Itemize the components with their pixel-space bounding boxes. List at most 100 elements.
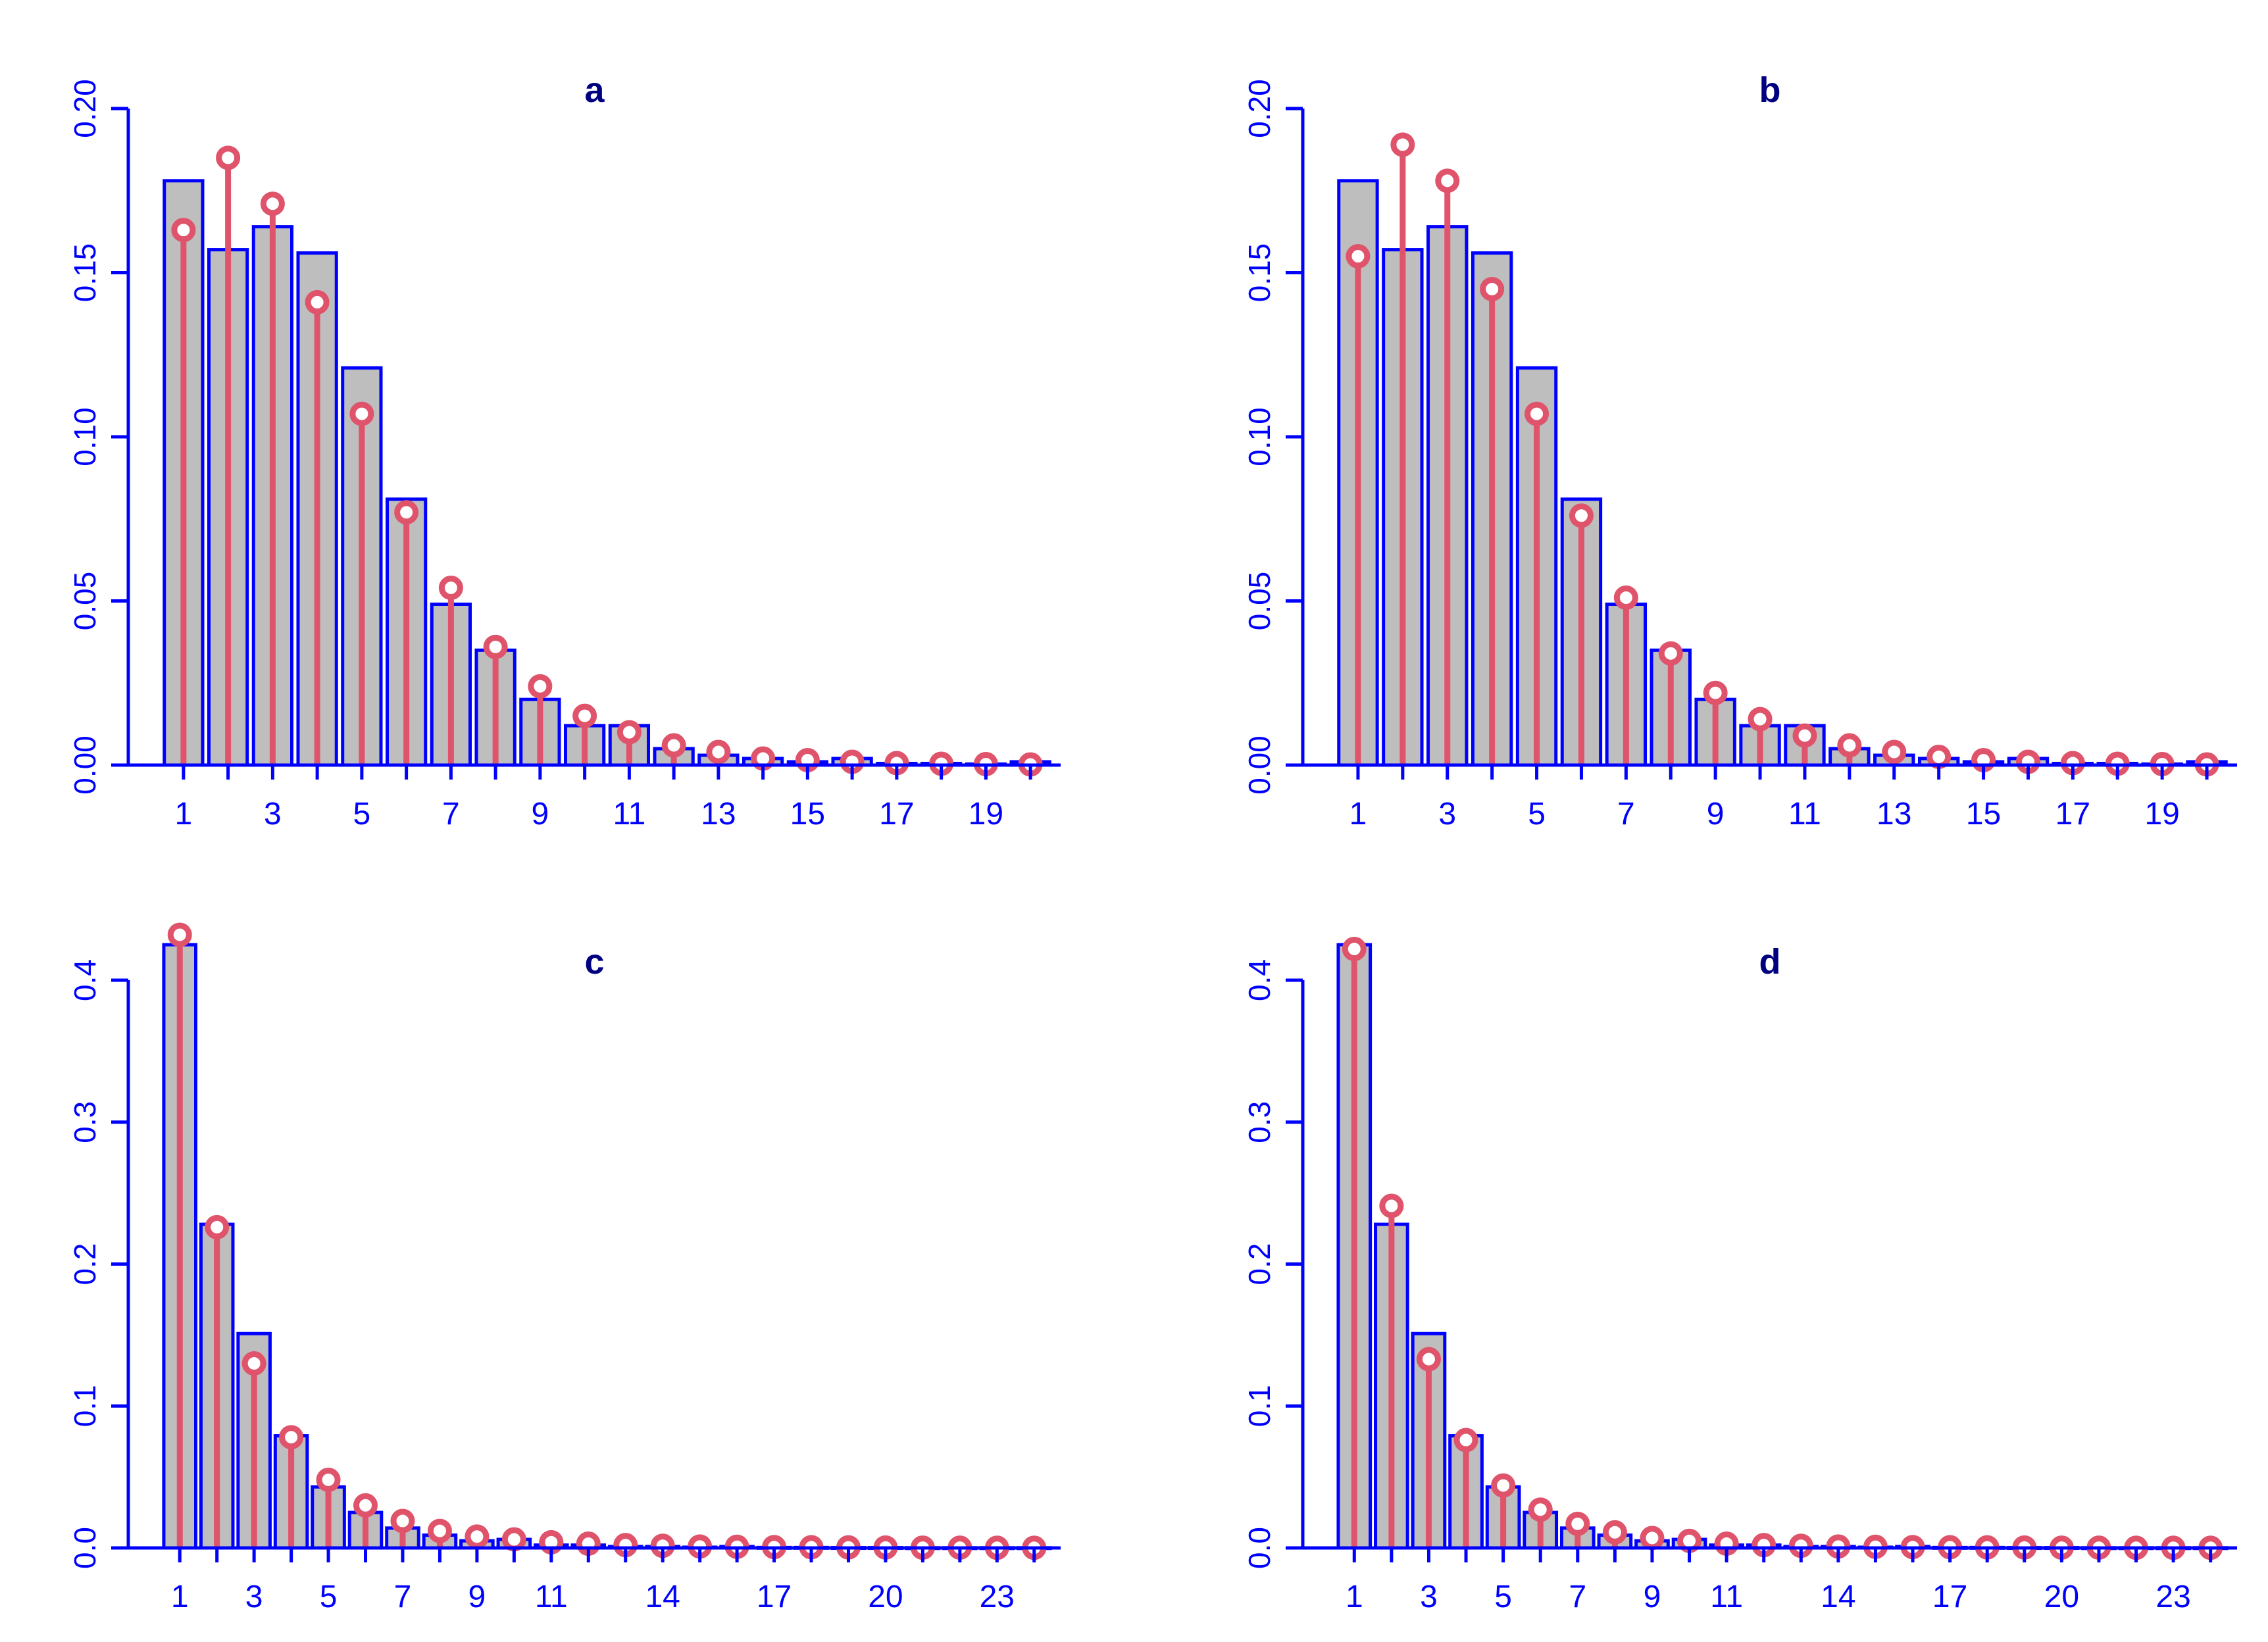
y-tick-label: 0.10 [68, 407, 102, 466]
stem-point [1837, 733, 1862, 758]
x-tick-label: 15 [1966, 797, 2001, 832]
x-tick-label: 3 [1420, 1580, 1438, 1614]
stem-point [279, 1425, 304, 1450]
panel-title: a [584, 70, 605, 110]
stem-point [617, 720, 642, 745]
panel-b: b0.000.050.100.150.201 3 5 7 9 11 13 15 17 19 [1242, 70, 2237, 832]
stem-point [528, 674, 553, 699]
x-tick-label: 11 [613, 797, 645, 832]
x-tick-label: 11 [1710, 1580, 1743, 1614]
x-tick-label: 17 [1932, 1580, 1967, 1614]
y-tick-label: 0.20 [68, 79, 102, 138]
x-tick-label: 14 [1821, 1580, 1855, 1614]
panel-d: d 0.0 0.1 0.2 0.3 0.4 1 3 5 7 9 11 14 17 20 23 [1242, 937, 2237, 1614]
y-tick-label: 0.1 [1242, 1385, 1276, 1427]
x-tick-label: 13 [701, 797, 736, 832]
y-tick-label: 0.2 [1242, 1243, 1276, 1285]
stem-point [394, 500, 419, 525]
x-tick-label: 13 [1877, 797, 1911, 832]
y-tick-label: 0.3 [68, 1101, 102, 1143]
stem-point [1602, 1520, 1627, 1545]
x-tick-label: 15 [790, 797, 825, 832]
stem-point [1525, 401, 1550, 426]
stem-point [167, 922, 192, 947]
stem-point [1528, 1497, 1553, 1522]
x-tick-label: 5 [353, 797, 371, 832]
stem-point [216, 145, 241, 170]
x-tick-label: 5 [1494, 1580, 1512, 1614]
stem-point [1569, 503, 1594, 528]
y-tick-label: 0.0 [68, 1527, 102, 1569]
x-tick-label: 19 [2144, 797, 2179, 832]
x-tick-label: 1 [175, 797, 193, 832]
x-tick-label: 7 [442, 797, 460, 832]
stem-point [1748, 707, 1773, 732]
y-tick-label: 0.10 [1242, 407, 1276, 466]
stem-point [1882, 739, 1907, 764]
y-tick-label: 0.4 [1242, 959, 1276, 1001]
x-tick-label: 19 [969, 797, 1003, 832]
stem-point [1435, 168, 1460, 193]
stem-point [205, 1214, 230, 1239]
stem-point [483, 634, 508, 659]
x-tick-label: 9 [1644, 1580, 1661, 1614]
y-tick-label: 0.00 [68, 735, 102, 795]
x-tick-label: 7 [394, 1580, 412, 1614]
stem-point [427, 1518, 452, 1543]
x-tick-label: 17 [757, 1580, 792, 1614]
x-tick-label: 1 [1346, 1580, 1363, 1614]
stem-point [465, 1524, 490, 1549]
stem-point [572, 703, 597, 728]
x-tick-label: 17 [879, 797, 914, 832]
stem-point [1927, 745, 1952, 770]
panel-title: c [584, 942, 604, 982]
x-tick-label: 5 [1528, 797, 1546, 832]
x-tick-label: 23 [2155, 1580, 2190, 1614]
stem-point [1613, 585, 1638, 610]
y-tick-label: 0.20 [1242, 79, 1276, 138]
stem-point [1480, 276, 1505, 301]
stem-point [1658, 641, 1683, 666]
stem-point [305, 289, 330, 314]
stem-point [438, 576, 463, 601]
stem-point [706, 739, 731, 764]
x-tick-label: 17 [2055, 797, 2090, 832]
y-tick-label: 0.00 [1242, 735, 1276, 795]
x-tick-label: 9 [468, 1580, 486, 1614]
x-tick-label: 7 [1569, 1580, 1586, 1614]
stem-point [353, 1493, 378, 1518]
x-tick-label: 3 [245, 1580, 263, 1614]
stem-point [501, 1527, 526, 1552]
x-tick-label: 1 [1349, 797, 1367, 832]
panel-c: c 0.0 0.1 0.2 0.3 0.4 1 3 5 7 9 11 14 17 20 23 [68, 922, 1061, 1614]
x-tick-label: 3 [264, 797, 282, 832]
stem-point [260, 191, 285, 216]
panel-a: a0.000.050.100.150.201 3 5 7 9 11 13 15 17 19 [68, 70, 1061, 832]
x-tick-label: 3 [1438, 797, 1456, 832]
stem-point [1342, 937, 1367, 962]
stem-point [1346, 244, 1371, 269]
y-tick-label: 0.3 [1242, 1101, 1276, 1143]
x-tick-label: 11 [1788, 797, 1821, 832]
x-tick-label: 20 [868, 1580, 903, 1614]
stem-point [661, 733, 686, 758]
stem-point [390, 1508, 415, 1533]
x-tick-label: 14 [645, 1580, 680, 1614]
stem-point [349, 401, 374, 426]
y-tick-label: 0.1 [68, 1385, 102, 1427]
panel-title: b [1759, 70, 1781, 110]
x-tick-label: 20 [2044, 1580, 2079, 1614]
stem-point [1565, 1511, 1590, 1536]
y-tick-label: 0.05 [68, 572, 102, 631]
x-tick-label: 7 [1617, 797, 1635, 832]
y-tick-label: 0.15 [1242, 243, 1276, 303]
stem-point [241, 1351, 266, 1376]
x-tick-label: 23 [980, 1580, 1015, 1614]
stem-point [1491, 1473, 1516, 1498]
y-tick-label: 0.15 [68, 243, 102, 303]
x-tick-label: 5 [320, 1580, 338, 1614]
stem-point [1792, 723, 1817, 748]
stem-point [1379, 1193, 1404, 1218]
stem-point [1390, 132, 1415, 157]
x-tick-label: 1 [171, 1580, 189, 1614]
